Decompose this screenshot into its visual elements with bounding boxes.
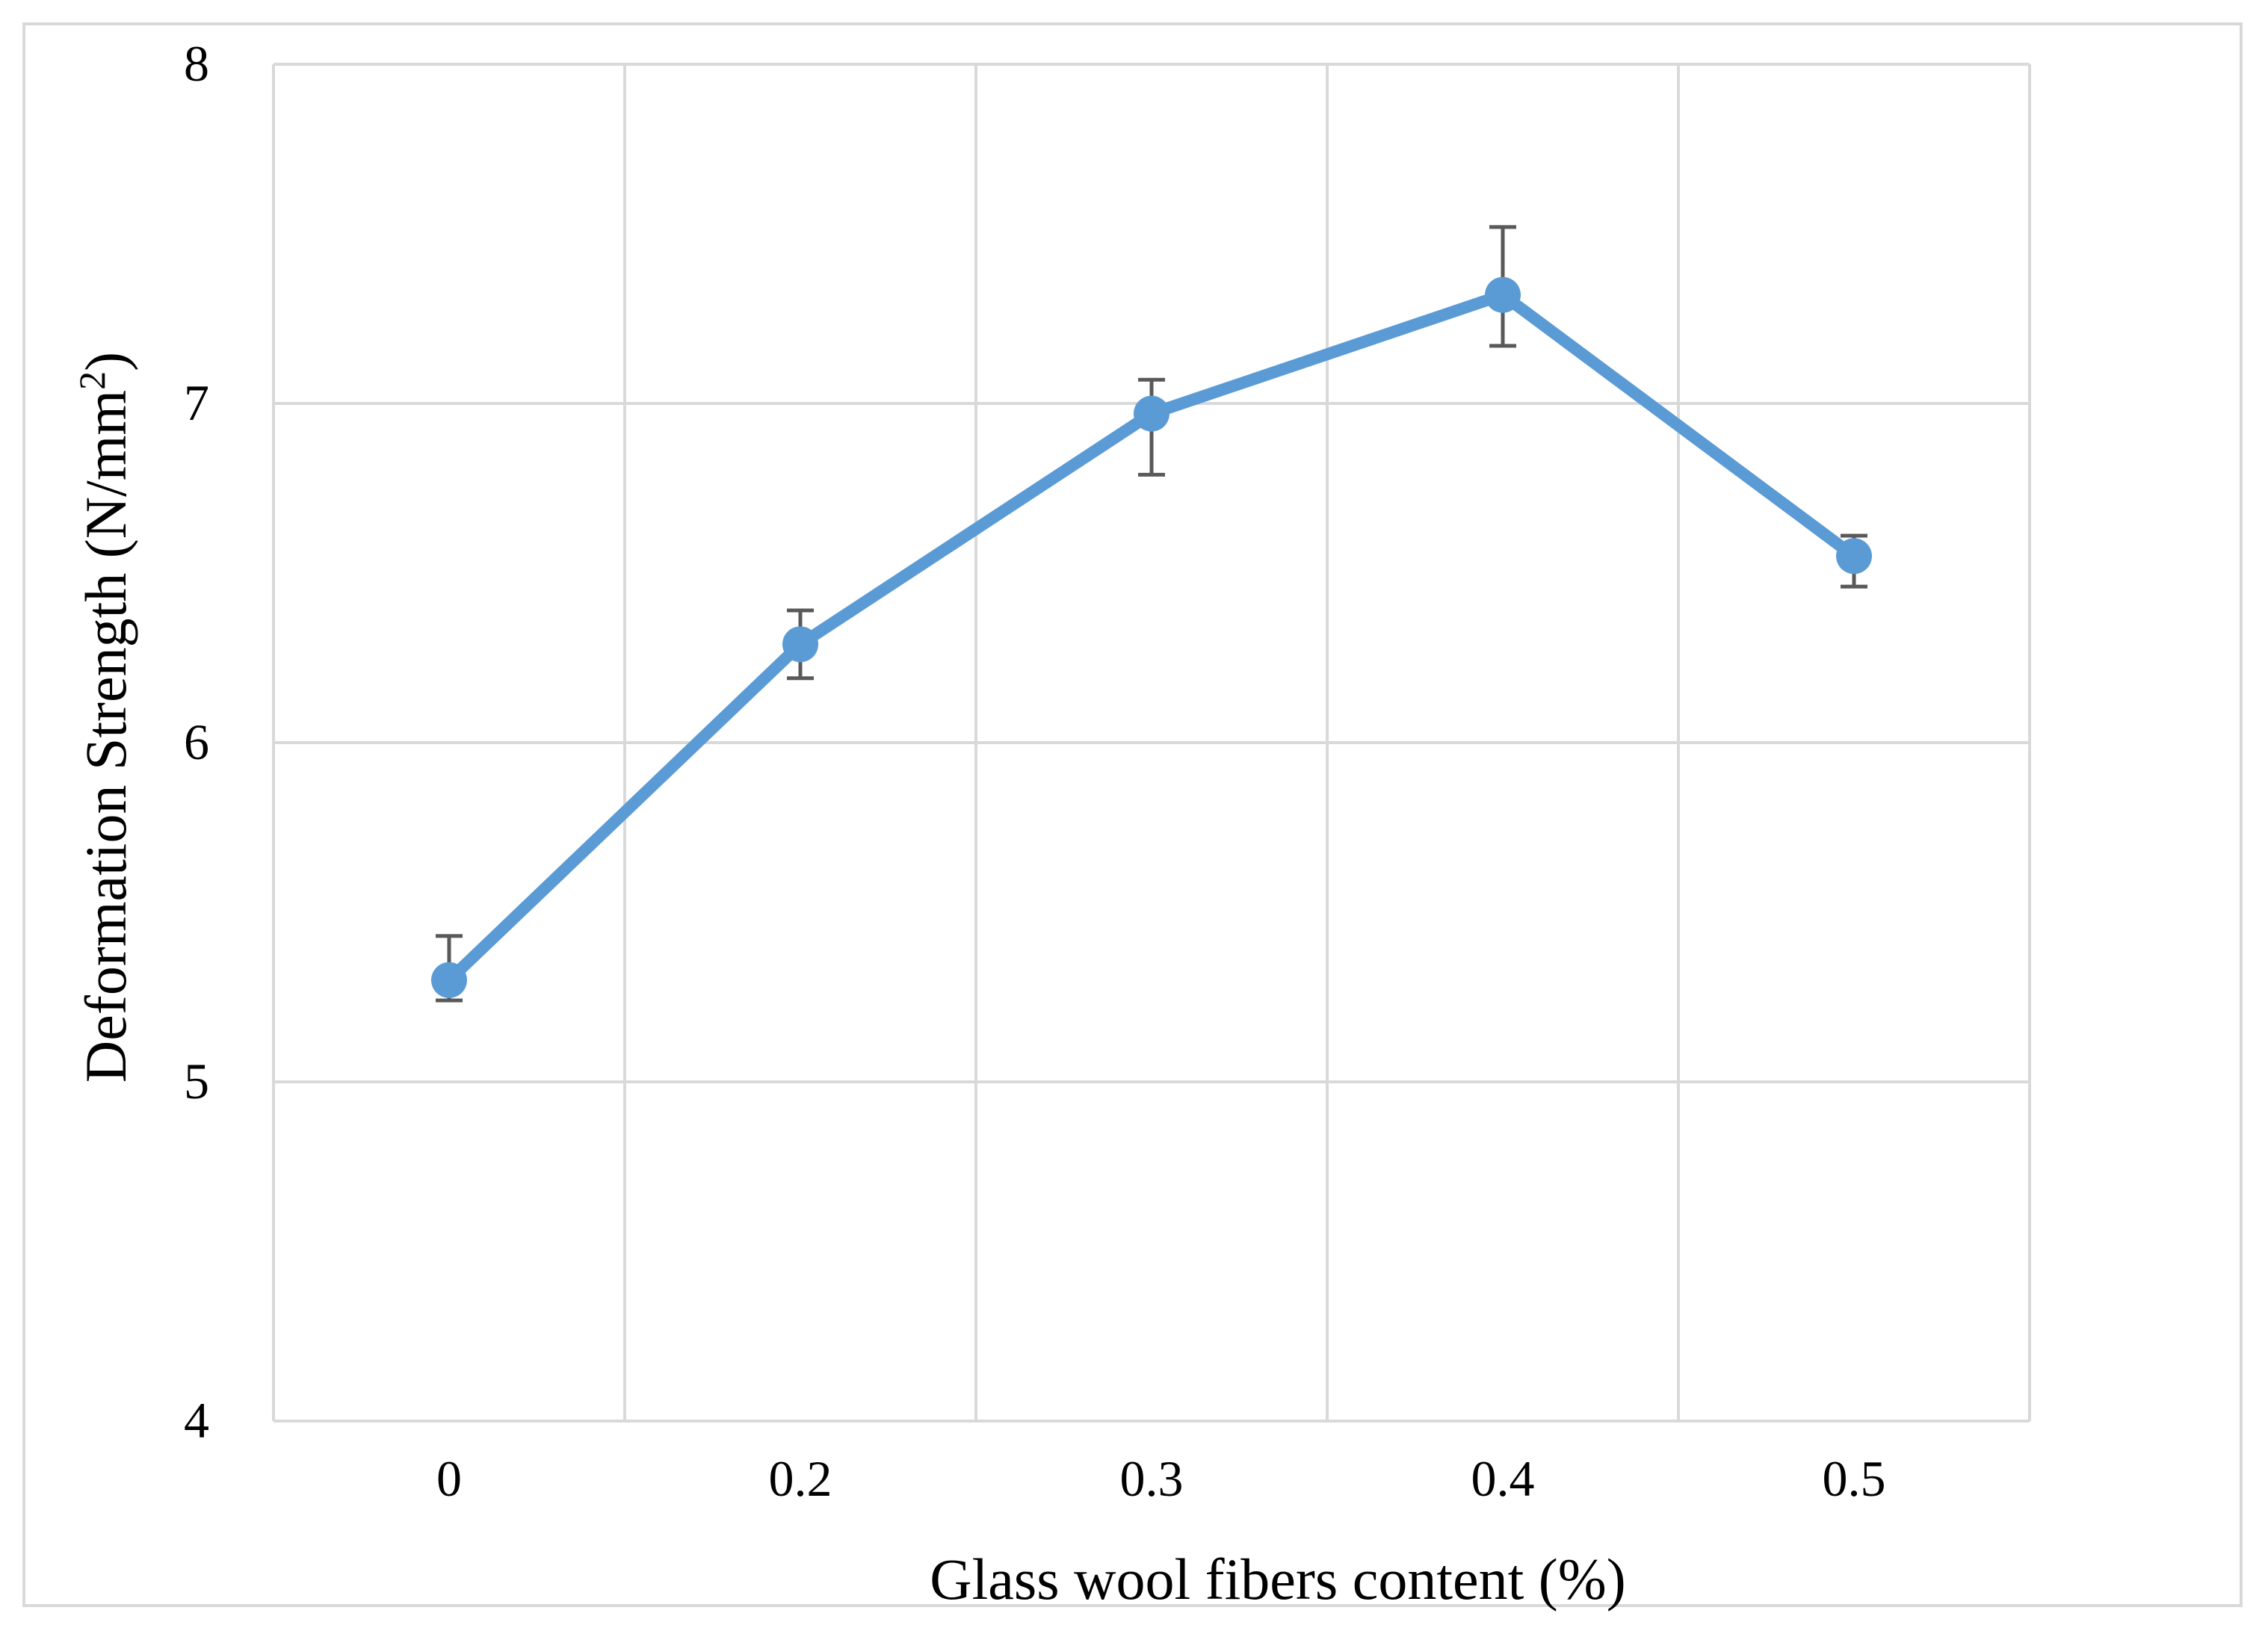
data-point [1134,395,1169,432]
y-axis-title-main: Deformation Strength (N/mm [73,390,138,1083]
x-axis-title: Glass wool fibers content (%) [930,1547,1625,1612]
gridlines [272,63,2031,1423]
y-tick-labels: 4 5 6 7 8 [184,35,209,1449]
x-tick-label: 0.2 [769,1450,832,1507]
x-tick-label: 0.3 [1120,1450,1184,1507]
data-point [782,626,818,663]
data-points [431,276,1872,998]
x-tick-label: 0 [436,1450,462,1507]
chart-frame [22,22,2243,1607]
data-point [1485,276,1521,313]
x-tick-labels: 0 0.2 0.3 0.4 0.5 [436,1450,1886,1507]
y-axis-title-superscript: 2 [71,371,113,390]
y-axis-title: Deformation Strength (N/mm2) [71,352,138,1083]
x-tick-label: 0.5 [1823,1450,1886,1507]
y-tick-label: 7 [184,374,209,431]
y-tick-label: 6 [184,714,209,770]
data-point [431,962,467,998]
y-tick-label: 4 [184,1392,209,1449]
y-axis-title-close: ) [73,352,138,371]
y-tick-label: 5 [184,1053,209,1109]
y-tick-label: 8 [184,35,209,92]
x-tick-label: 0.4 [1471,1450,1535,1507]
data-point [1836,538,1872,575]
error-bars [436,225,1867,1003]
